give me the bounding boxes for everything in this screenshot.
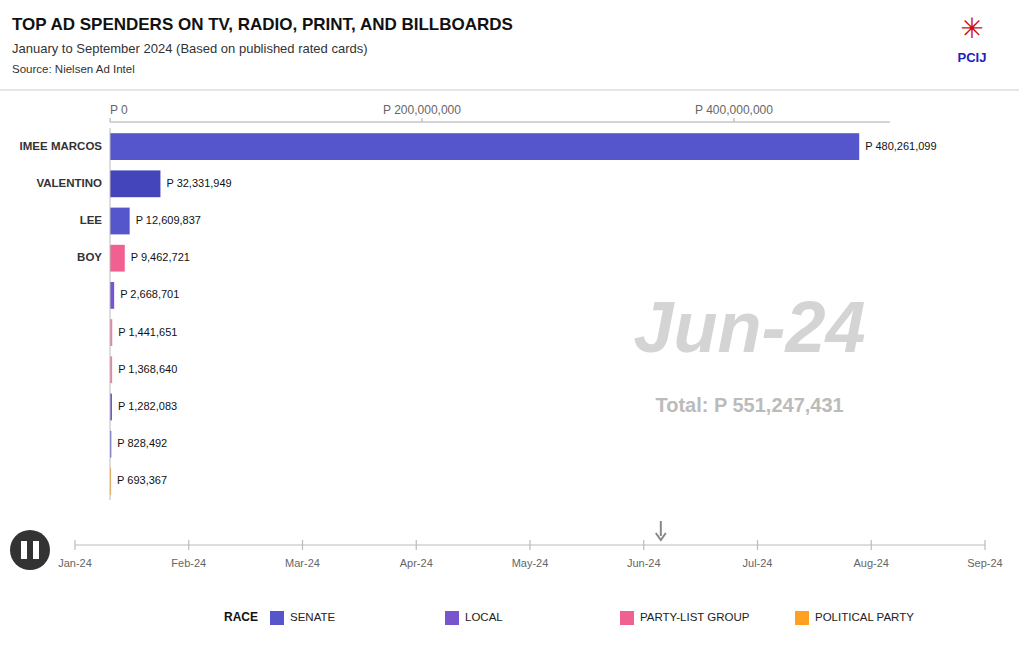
timeline-tick	[529, 540, 530, 550]
category-label: BOY	[77, 251, 102, 263]
legend-swatch	[795, 611, 809, 625]
timeline-label: Jun-24	[627, 557, 661, 569]
bar	[110, 245, 125, 272]
category-label: LEE	[80, 214, 103, 226]
timeline-label: Aug-24	[854, 557, 889, 569]
data-label: P 32,331,949	[166, 177, 231, 189]
bar	[110, 208, 130, 235]
timeline-tick	[302, 540, 303, 550]
chart: TOP AD SPENDERS ON TV, RADIO, PRINT, AND…	[0, 0, 1019, 650]
data-label: P 480,261,099	[865, 140, 936, 152]
timeline-tick	[74, 540, 75, 550]
bar	[110, 282, 114, 309]
category-label: VALENTINO	[36, 177, 102, 189]
timeline-tick	[871, 540, 872, 550]
timeline-tick	[643, 540, 644, 550]
timeline-label: Sep-24	[967, 557, 1002, 569]
data-label: P 12,609,837	[136, 214, 201, 226]
legend-label: SENATE	[290, 611, 335, 623]
pause-button[interactable]	[10, 530, 50, 570]
timeline-tick	[757, 540, 758, 550]
legend-swatch	[620, 611, 634, 625]
data-label: P 693,367	[117, 474, 167, 486]
logo-text: PCIJ	[958, 50, 987, 65]
x-tick	[422, 118, 423, 122]
category-label: IMEE MARCOS	[20, 140, 103, 152]
timeline-tick	[416, 540, 417, 550]
timeline-label: Apr-24	[400, 557, 433, 569]
timeline-tick	[984, 540, 985, 550]
x-tick-label: P 200,000,000	[383, 103, 461, 117]
zero-line	[110, 128, 111, 500]
data-label: P 1,282,083	[118, 400, 177, 412]
data-label: P 2,668,701	[120, 288, 179, 300]
legend-title: RACE	[224, 610, 258, 624]
title: TOP AD SPENDERS ON TV, RADIO, PRINT, AND…	[12, 15, 513, 34]
background	[0, 0, 1019, 650]
bars	[110, 133, 859, 495]
timeline-marker	[660, 521, 662, 536]
x-tick	[110, 118, 111, 122]
legend-label: POLITICAL PARTY	[815, 611, 914, 623]
legend-label: LOCAL	[465, 611, 503, 623]
timeline-label: May-24	[512, 557, 549, 569]
timeline-label: Jul-24	[743, 557, 773, 569]
watermark: Jun-24	[634, 287, 866, 367]
legend-label: PARTY-LIST GROUP	[640, 611, 750, 623]
pause-circle[interactable]	[10, 530, 50, 570]
data-label: P 1,368,640	[118, 363, 177, 375]
source: Source: Nielsen Ad Intel	[12, 63, 135, 75]
pause-bar[interactable]	[21, 541, 27, 559]
x-tick-label: P 400,000,000	[695, 103, 773, 117]
data-label: P 1,441,651	[118, 326, 177, 338]
data-label: P 9,462,721	[131, 251, 190, 263]
bar	[110, 170, 160, 197]
timeline-label: Mar-24	[285, 557, 320, 569]
timeline-label: Feb-24	[171, 557, 206, 569]
legend-swatch	[445, 611, 459, 625]
data-label: P 828,492	[117, 437, 167, 449]
x-tick	[734, 118, 735, 122]
bar	[110, 133, 859, 160]
x-axis-line	[110, 122, 890, 123]
pause-bar[interactable]	[33, 541, 39, 559]
logo-symbol: ✳	[960, 13, 983, 44]
separator	[0, 90, 1019, 91]
watermark-total: Total: P 551,247,431	[655, 394, 843, 416]
subtitle: January to September 2024 (Based on publ…	[12, 41, 368, 56]
legend-swatch	[270, 611, 284, 625]
timeline-tick	[188, 540, 189, 550]
x-tick-label: P 0	[110, 103, 128, 117]
timeline-label: Jan-24	[58, 557, 92, 569]
timeline-marker-head	[656, 533, 666, 540]
